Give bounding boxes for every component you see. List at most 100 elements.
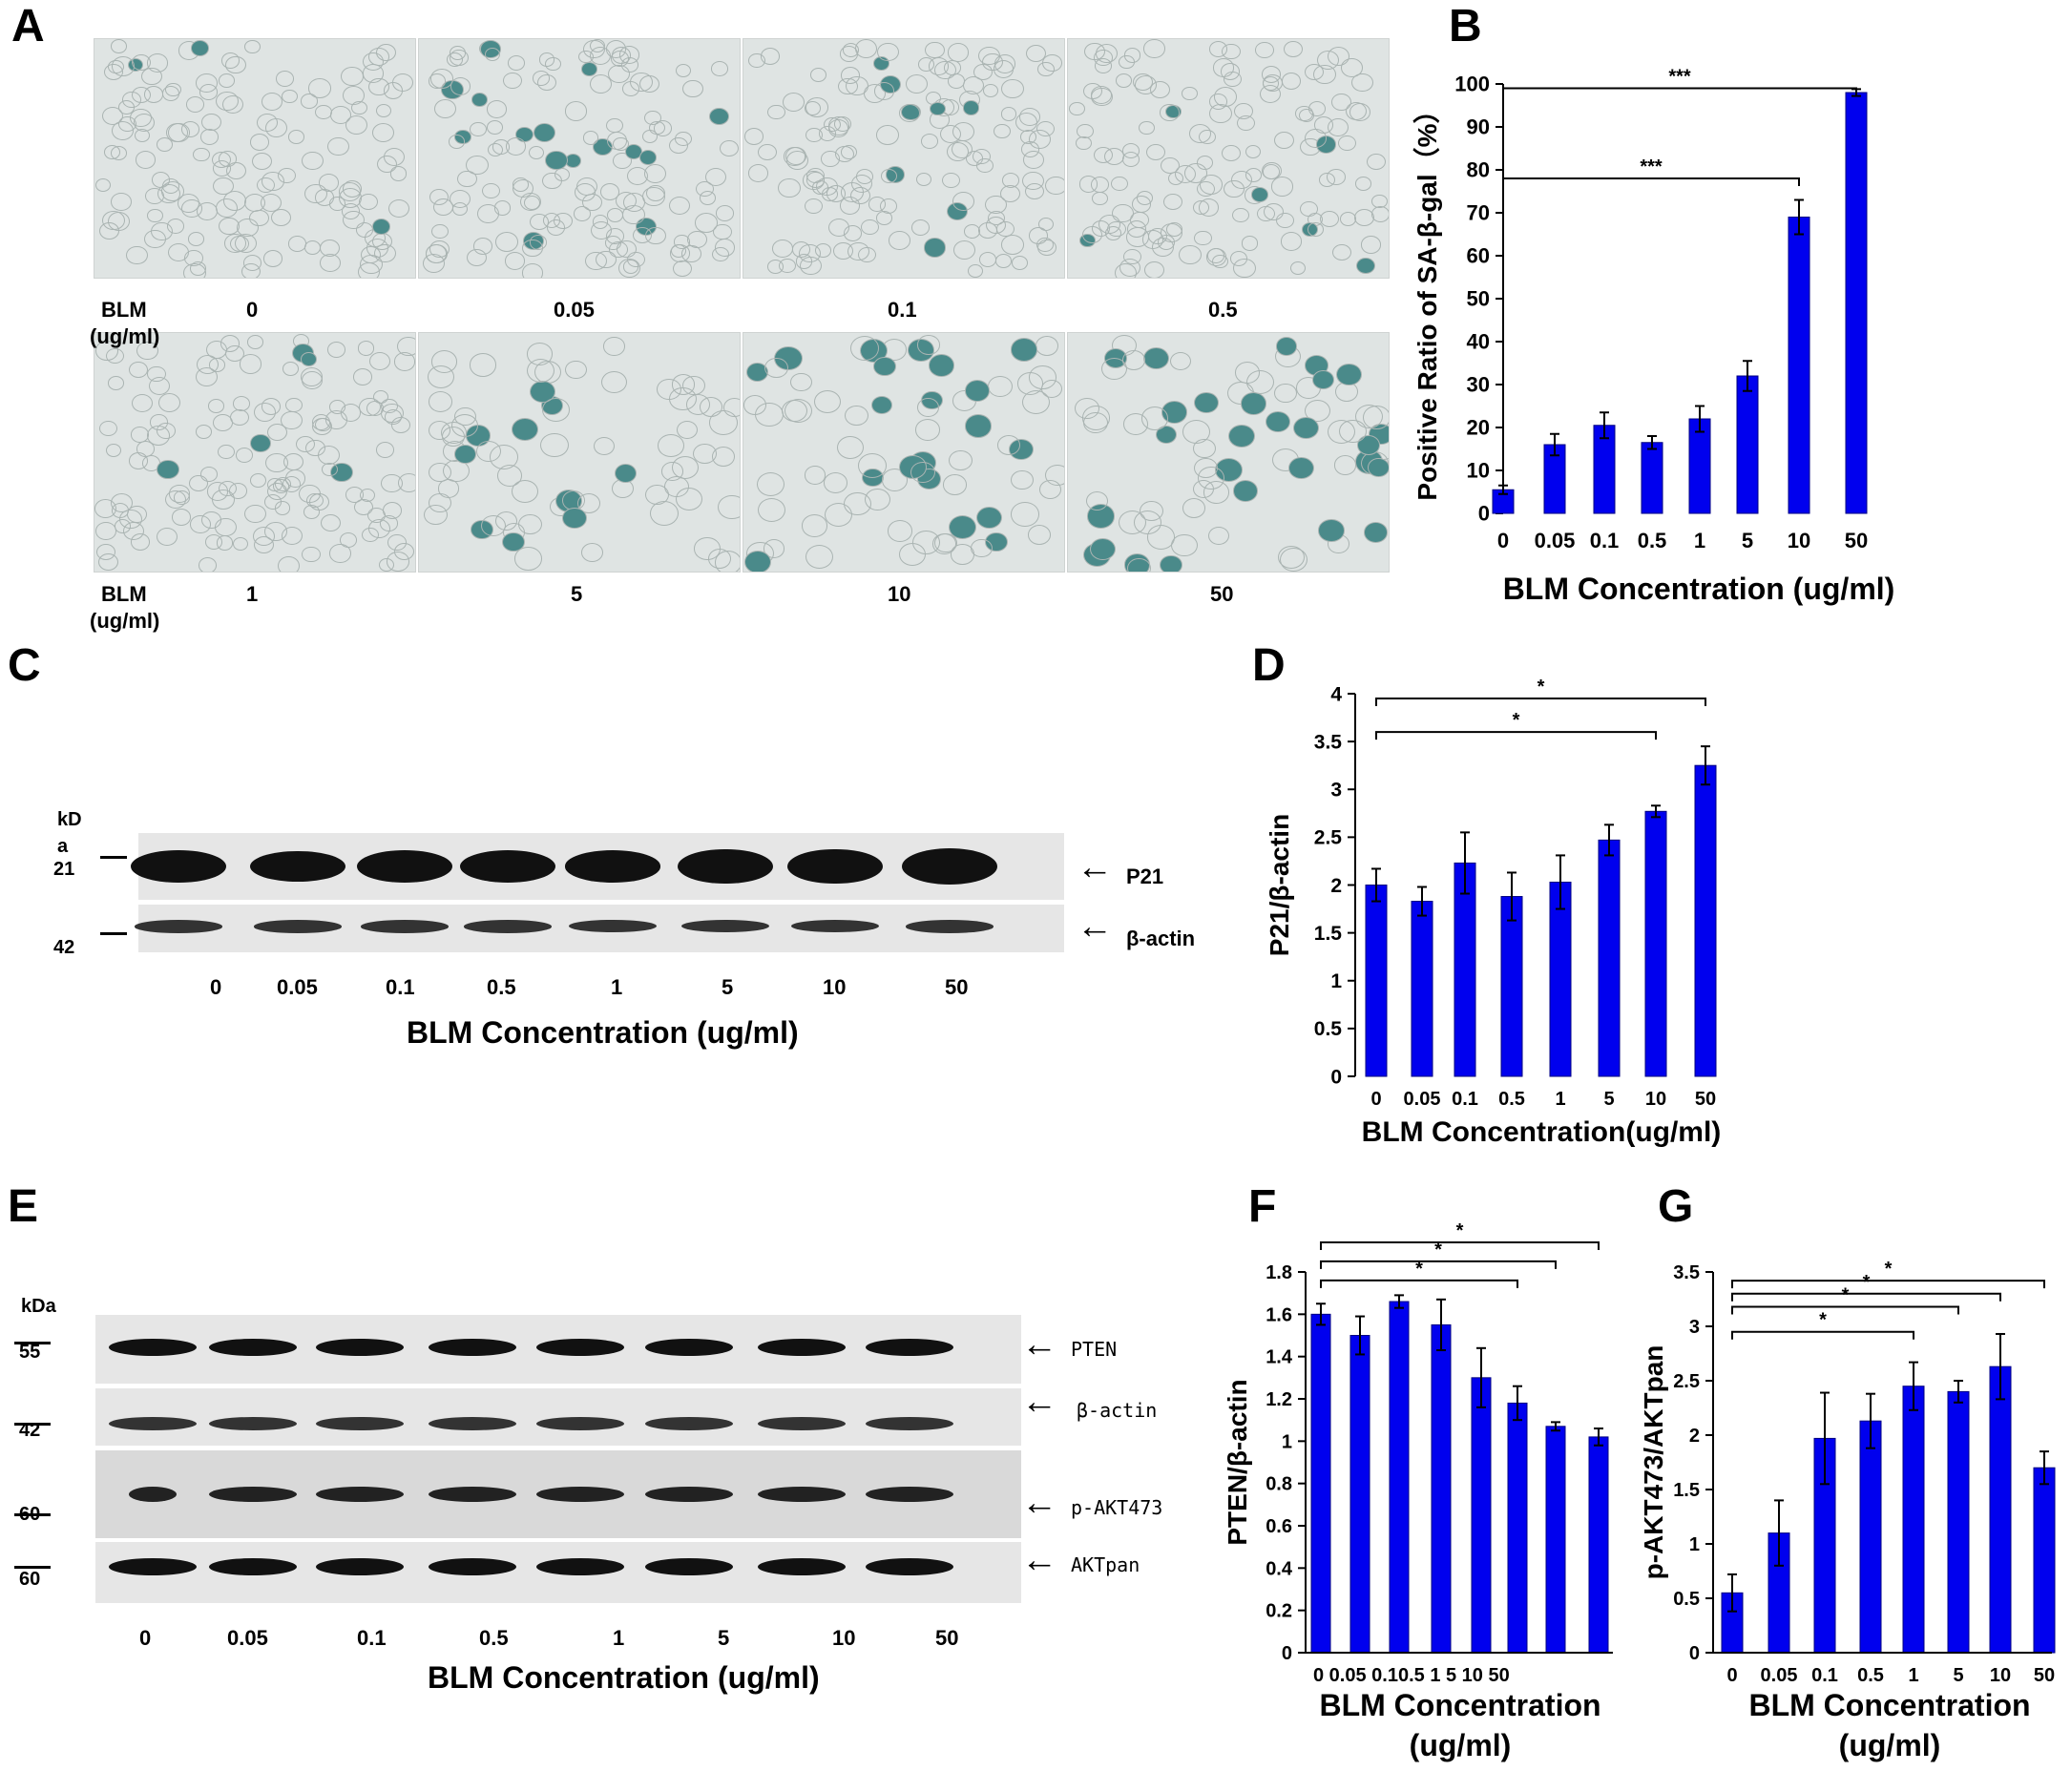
cell: [236, 448, 254, 464]
cell: [573, 206, 591, 221]
cell: [1094, 49, 1113, 66]
bar-D: [1644, 810, 1667, 1077]
cell: [263, 493, 282, 510]
lane-e-3: 0.1: [357, 1626, 387, 1650]
band-p21: [787, 848, 883, 885]
y-tick-label-D: 4: [1330, 683, 1342, 705]
cell: [519, 193, 541, 212]
cell: [512, 418, 539, 442]
bar-D: [1549, 881, 1572, 1077]
bar-G: [1859, 1420, 1882, 1654]
band-pakt: [758, 1487, 846, 1502]
cell: [824, 116, 842, 132]
cell: [873, 357, 896, 377]
cell: [206, 482, 228, 501]
cell: [758, 144, 778, 161]
cell: [1304, 63, 1324, 81]
cell: [1021, 390, 1050, 415]
panel-label-g: G: [1658, 1181, 1694, 1232]
cell: [1085, 491, 1109, 511]
cell: [996, 435, 1020, 455]
cell: [858, 453, 887, 478]
row1-conc-2: 0.05: [554, 298, 595, 322]
band-actin-c: [464, 920, 552, 933]
cell: [387, 198, 409, 219]
cell: [1111, 203, 1134, 223]
cell: [757, 471, 785, 496]
cell: [264, 117, 287, 137]
cell: [428, 391, 453, 413]
lane-e-4: 0.5: [479, 1626, 509, 1650]
cell: [1011, 255, 1028, 270]
cell: [1090, 537, 1117, 560]
cell: [228, 483, 248, 499]
cell: [804, 198, 823, 215]
x-tick-label-B: 0: [1497, 529, 1509, 552]
cell: [1313, 116, 1334, 134]
cell: [380, 515, 398, 531]
cell: [982, 83, 999, 97]
cell: [870, 395, 892, 414]
y-tick-label-B: 90: [1467, 115, 1490, 139]
cell: [318, 174, 340, 192]
cell: [136, 342, 158, 361]
y-tick-label-F: 1.8: [1266, 1262, 1292, 1283]
cell: [275, 70, 295, 87]
cell: [1222, 43, 1241, 60]
cell: [934, 60, 956, 80]
cell: [221, 52, 241, 70]
cell: [1182, 497, 1206, 518]
band-actin-e: [536, 1417, 624, 1430]
cell: [466, 155, 489, 176]
cell: [814, 242, 832, 258]
cell: [1000, 107, 1017, 121]
cell: [383, 147, 405, 166]
cell: [782, 92, 805, 112]
bar-D: [1365, 885, 1388, 1077]
cell: [1367, 458, 1389, 477]
cell: [305, 439, 325, 457]
y-tick-label-B: 10: [1467, 459, 1490, 483]
lane-c-6: 5: [722, 975, 734, 999]
cell: [1194, 391, 1220, 413]
marker-tick-42: [100, 932, 127, 935]
cell: [106, 444, 122, 458]
cell: [1146, 525, 1176, 550]
cell: [748, 164, 769, 182]
y-tick-label-D: 0.5: [1314, 1018, 1343, 1040]
cell: [307, 78, 331, 98]
cell: [1274, 132, 1295, 150]
significance-star-G: *: [1842, 1284, 1850, 1305]
kda-label-c: kD: [57, 809, 82, 830]
cell: [1327, 168, 1346, 185]
x-tick-label-D: 50: [1695, 1089, 1716, 1110]
cell: [952, 122, 974, 142]
cell: [110, 146, 128, 161]
cell: [1123, 48, 1141, 63]
arrow-icon: ←: [1077, 847, 1113, 887]
row2-conc-1: 1: [246, 582, 259, 606]
cell: [345, 115, 368, 135]
row1-conc-4: 0.5: [1208, 298, 1238, 322]
cell: [964, 414, 993, 438]
cell: [380, 398, 398, 414]
lane-c-3: 0.1: [386, 975, 415, 999]
significance-bracket-B: [1502, 87, 1857, 96]
cell: [232, 537, 249, 552]
cell: [676, 64, 692, 78]
cell: [1298, 108, 1314, 123]
lane-c-7: 10: [823, 975, 847, 999]
cell: [599, 183, 619, 200]
y-tick-label-D: 0: [1330, 1066, 1342, 1088]
cell: [743, 128, 764, 146]
cell: [371, 122, 394, 142]
cell: [748, 52, 765, 69]
x-tick-label-G: 0.05: [1761, 1665, 1798, 1686]
band-pakt: [645, 1487, 733, 1502]
cell: [1019, 107, 1040, 126]
cell: [613, 152, 632, 169]
cell: [486, 100, 508, 118]
x-tick-label-G: 0: [1726, 1665, 1737, 1686]
x-axis-label-e: BLM Concentration (ug/ml): [428, 1660, 820, 1695]
cell: [952, 240, 975, 260]
